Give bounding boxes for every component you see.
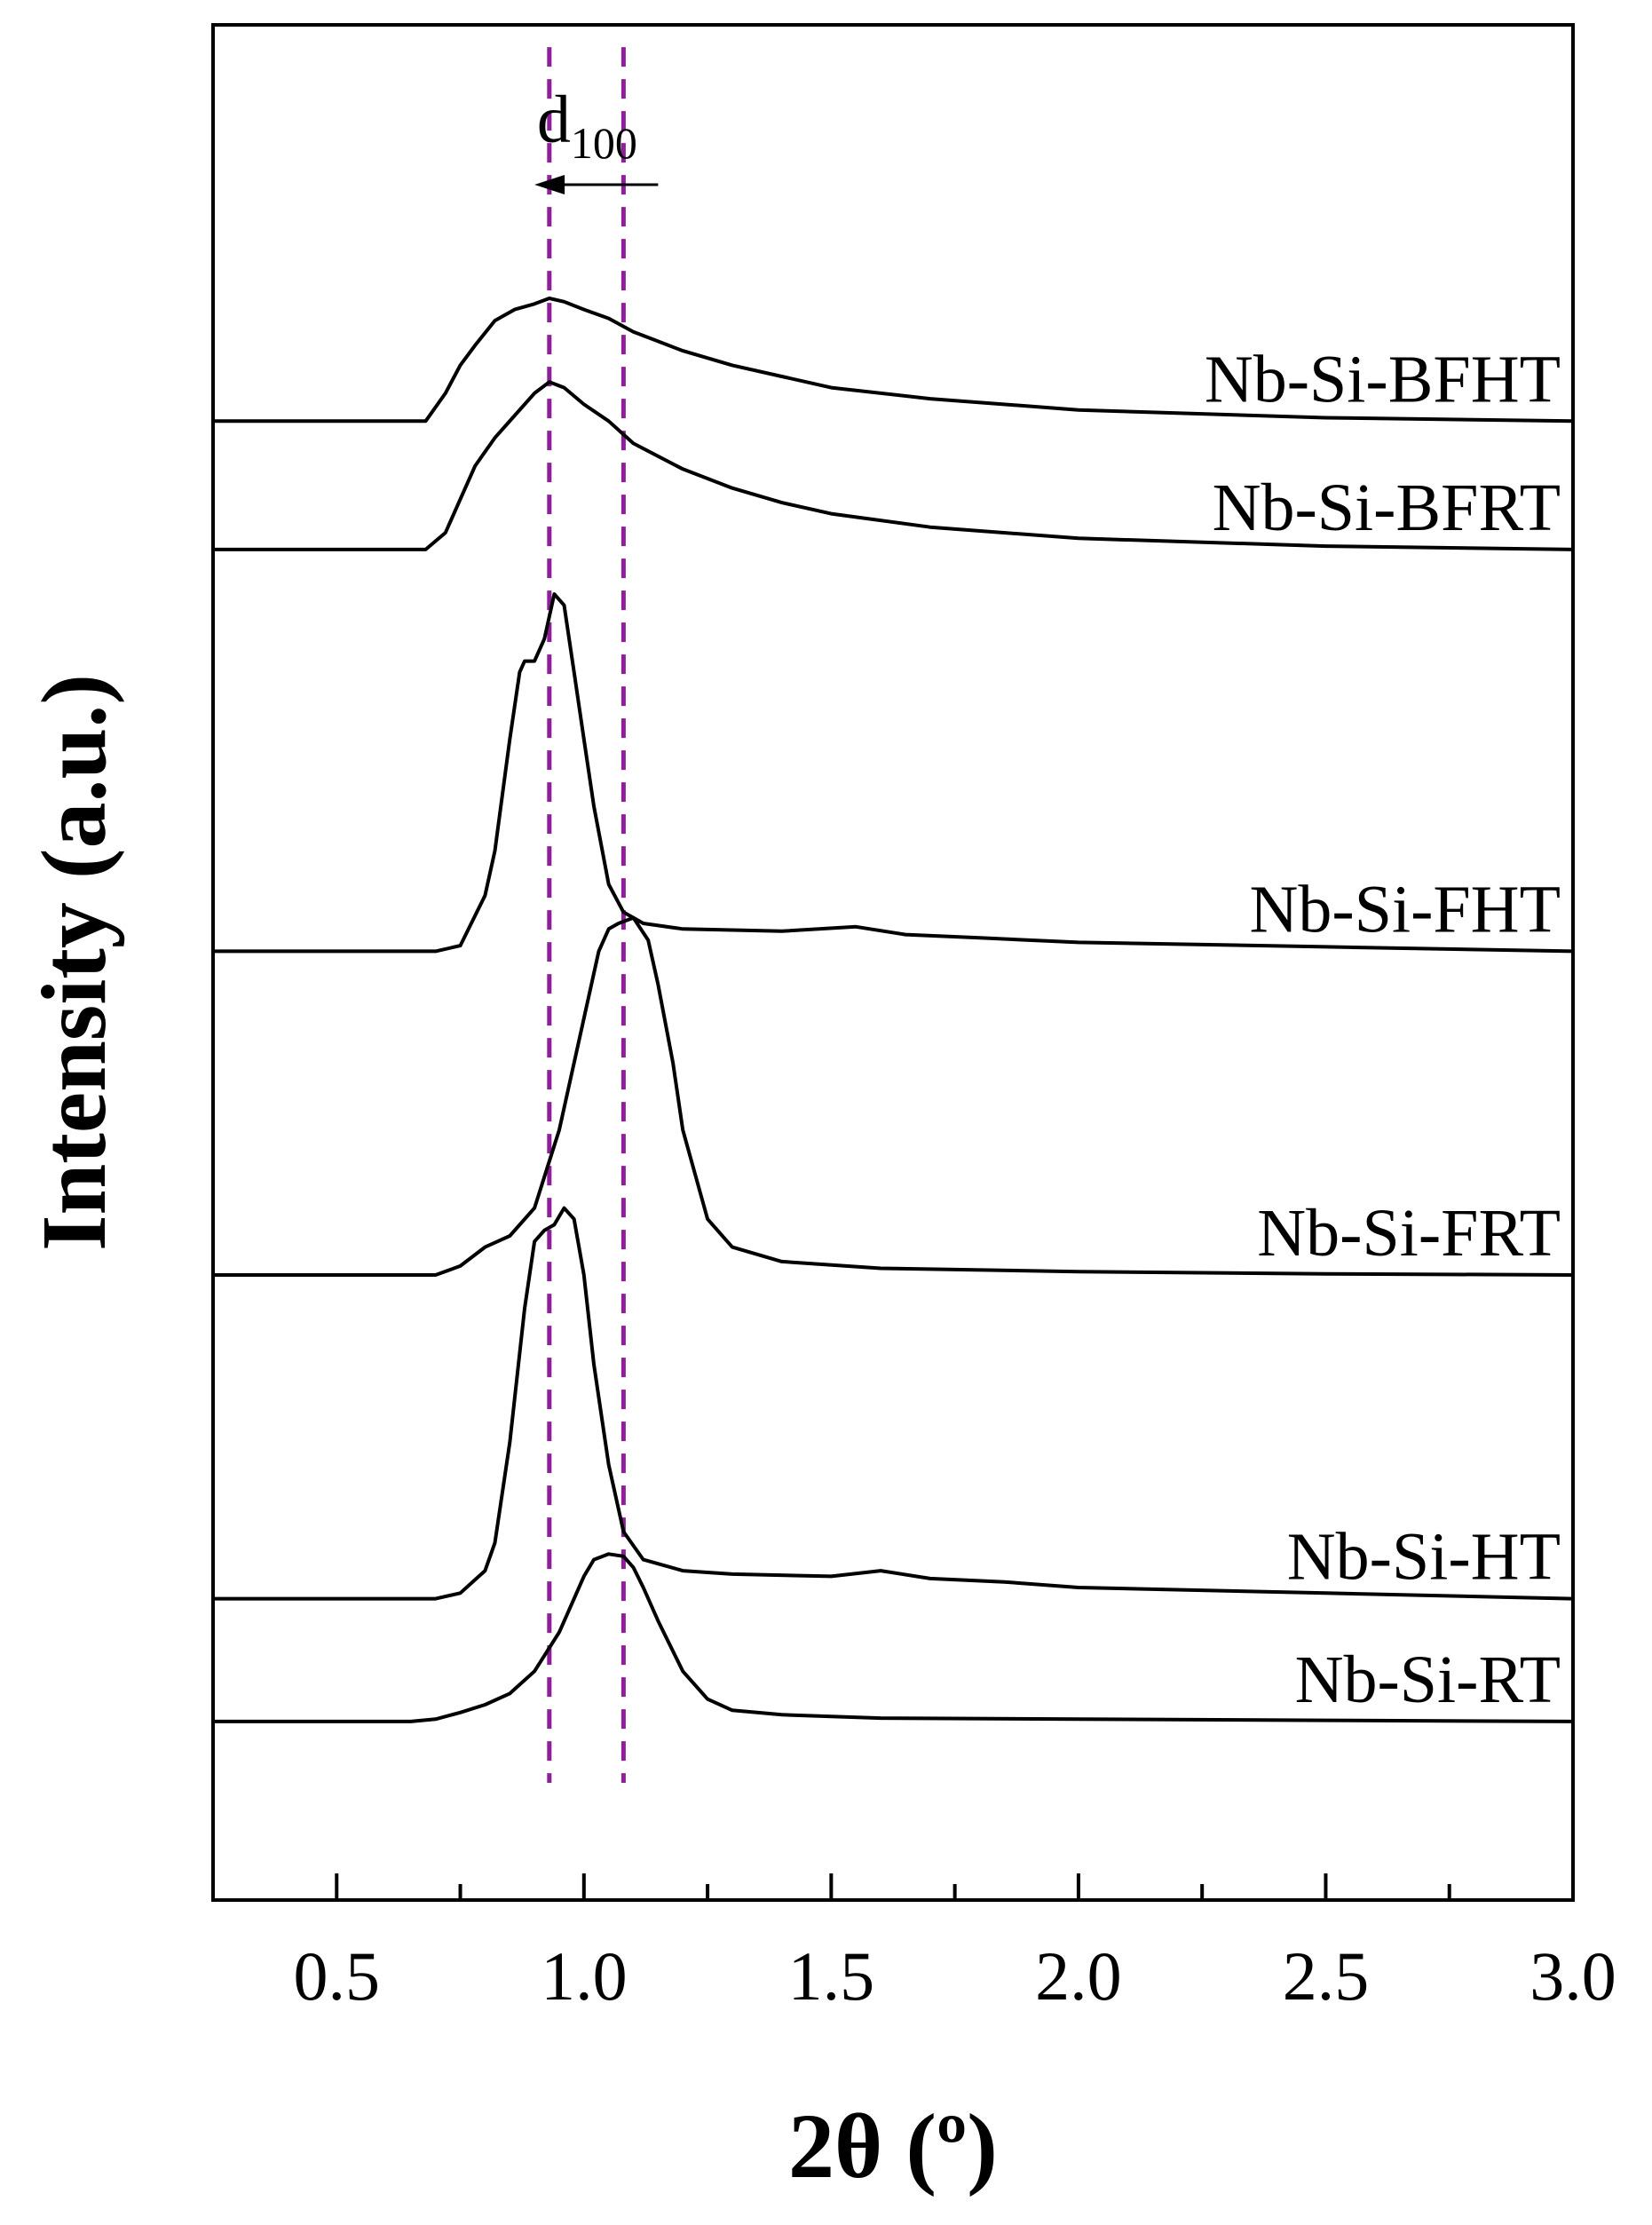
x-tick-label: 1.0: [541, 1937, 628, 2015]
series-line-nb-si-ht: [213, 1206, 1574, 1601]
series-label-nb-si-rt: Nb-Si-RT: [1295, 1643, 1561, 1717]
series-line-nb-si-fht: [213, 592, 1574, 954]
d100-label-main: d: [537, 83, 571, 157]
x-ticks: 0.5 1.0 1.5 2.0 2.5 3.0: [294, 1873, 1616, 2015]
d100-label-subscript: 100: [571, 118, 637, 168]
x-tick-label: 3.0: [1529, 1937, 1616, 2015]
series-label-nb-si-bfht: Nb-Si-BFHT: [1205, 342, 1561, 416]
y-axis-title: Intensity (a.u.): [23, 674, 125, 1251]
series-label-nb-si-bfrt: Nb-Si-BFRT: [1213, 471, 1561, 545]
x-tick-label: 1.5: [788, 1937, 875, 2015]
x-axis-title: 2θ (º): [788, 2095, 998, 2197]
d100-label: d100: [537, 83, 637, 168]
series-line-nb-si-rt: [213, 1552, 1574, 1723]
series-label-nb-si-ht: Nb-Si-HT: [1287, 1520, 1561, 1595]
d100-annotation: d100: [534, 83, 659, 194]
reference-lines: [547, 47, 626, 1783]
series-label-nb-si-frt: Nb-Si-FRT: [1257, 1196, 1561, 1271]
series-lines: Nb-Si-RT Nb-Si-HT Nb-Si-FRT Nb-Si-FHT Nb-Si-…: [213, 297, 1574, 1723]
d100-arrowhead: [534, 175, 565, 194]
series-label-nb-si-fht: Nb-Si-FHT: [1250, 872, 1561, 946]
x-tick-label: 2.0: [1035, 1937, 1122, 2015]
x-tick-label: 0.5: [294, 1937, 381, 2015]
plot-frame: [211, 23, 1575, 1902]
series-line-nb-si-bfrt: [213, 380, 1574, 551]
series-line-nb-si-bfht: [213, 297, 1574, 424]
x-tick-label: 2.5: [1283, 1937, 1370, 2015]
